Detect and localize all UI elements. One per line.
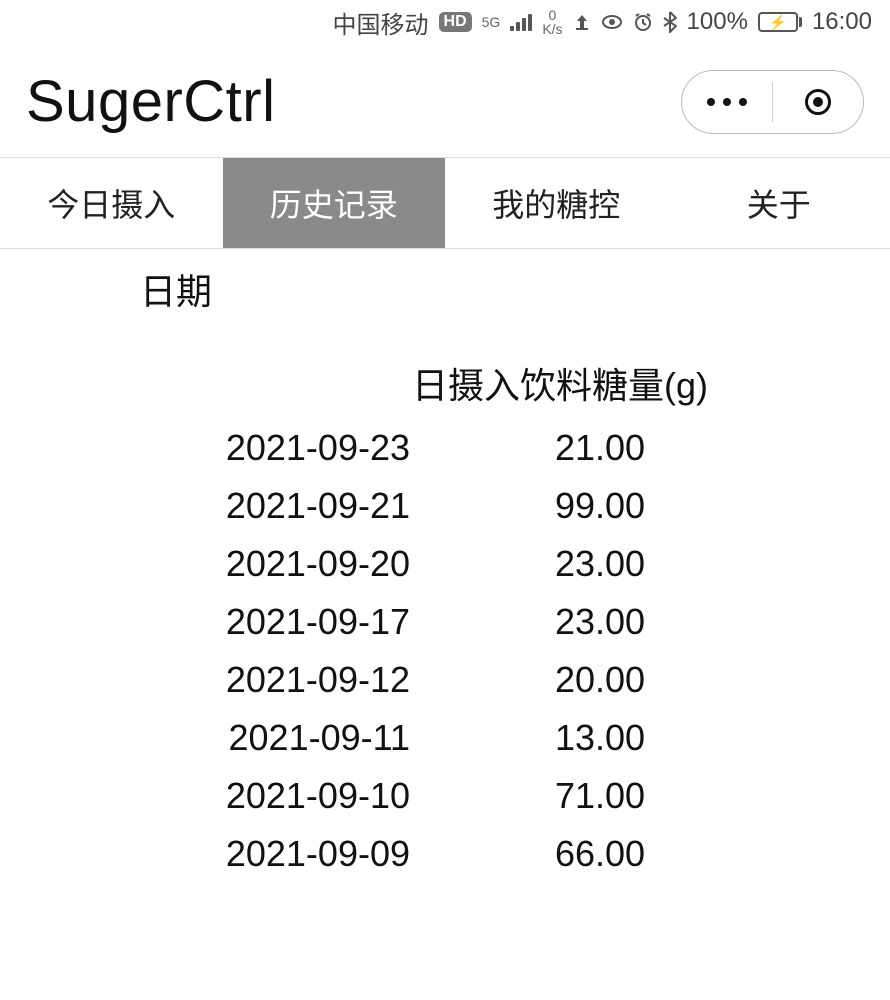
column-header-date: 日期 (0, 263, 890, 315)
status-bar: 中国移动 HD 5G 0 K/s 100% ⚡ 16:00 (0, 0, 890, 44)
clock-label: 16:00 (812, 8, 872, 36)
cell-date: 2021-09-20 (0, 546, 410, 582)
tab-history[interactable]: 历史记录 (223, 158, 446, 248)
tabs: 今日摄入 历史记录 我的糖控 关于 (0, 157, 890, 249)
net-speed-indicator: 0 K/s (542, 8, 562, 36)
cell-sugar: 13.00 (410, 720, 730, 756)
tab-about[interactable]: 关于 (668, 158, 890, 248)
bluetooth-icon (663, 11, 677, 33)
history-table: 日期 日摄入饮料糖量(g) 2021-09-23 21.00 2021-09-2… (0, 249, 890, 883)
signal-bars-icon (510, 13, 532, 31)
table-row[interactable]: 2021-09-09 66.00 (0, 825, 890, 883)
alarm-icon (633, 12, 653, 32)
table-row[interactable]: 2021-09-23 21.00 (0, 419, 890, 477)
network-type-label: 5G (482, 15, 501, 29)
net-speed-unit: K/s (542, 22, 562, 36)
hd-badge: HD (439, 12, 472, 32)
more-button[interactable] (682, 71, 772, 133)
upload-icon (573, 13, 591, 31)
column-header-sugar: 日摄入饮料糖量(g) (0, 357, 890, 409)
miniprogram-capsule (681, 70, 864, 134)
network-5g-label: 5G (482, 15, 501, 29)
more-icon (707, 98, 747, 106)
cell-sugar: 66.00 (410, 836, 730, 872)
cell-sugar: 21.00 (410, 430, 730, 466)
app-title: SugerCtrl (26, 68, 275, 135)
cell-date: 2021-09-17 (0, 604, 410, 640)
cell-date: 2021-09-11 (0, 720, 410, 756)
cell-sugar: 23.00 (410, 546, 730, 582)
cell-date: 2021-09-23 (0, 430, 410, 466)
carrier-label: 中国移动 (333, 5, 429, 40)
battery-icon: ⚡ (758, 12, 802, 32)
eye-icon (601, 11, 623, 33)
tab-today-intake[interactable]: 今日摄入 (0, 158, 223, 248)
net-speed-value: 0 (549, 8, 557, 22)
table-row[interactable]: 2021-09-12 20.00 (0, 651, 890, 709)
table-row[interactable]: 2021-09-21 99.00 (0, 477, 890, 535)
cell-sugar: 23.00 (410, 604, 730, 640)
battery-percent-label: 100% (687, 8, 748, 36)
table-row[interactable]: 2021-09-11 13.00 (0, 709, 890, 767)
cell-sugar: 71.00 (410, 778, 730, 814)
cell-date: 2021-09-12 (0, 662, 410, 698)
table-rows: 2021-09-23 21.00 2021-09-21 99.00 2021-0… (0, 419, 890, 883)
table-row[interactable]: 2021-09-10 71.00 (0, 767, 890, 825)
cell-sugar: 20.00 (410, 662, 730, 698)
table-row[interactable]: 2021-09-17 23.00 (0, 593, 890, 651)
table-row[interactable]: 2021-09-20 23.00 (0, 535, 890, 593)
target-icon (805, 89, 831, 115)
app-header: SugerCtrl (0, 44, 890, 157)
cell-date: 2021-09-10 (0, 778, 410, 814)
cell-date: 2021-09-21 (0, 488, 410, 524)
tab-my-sugar-control[interactable]: 我的糖控 (445, 158, 668, 248)
close-button[interactable] (773, 71, 863, 133)
cell-sugar: 99.00 (410, 488, 730, 524)
cell-date: 2021-09-09 (0, 836, 410, 872)
